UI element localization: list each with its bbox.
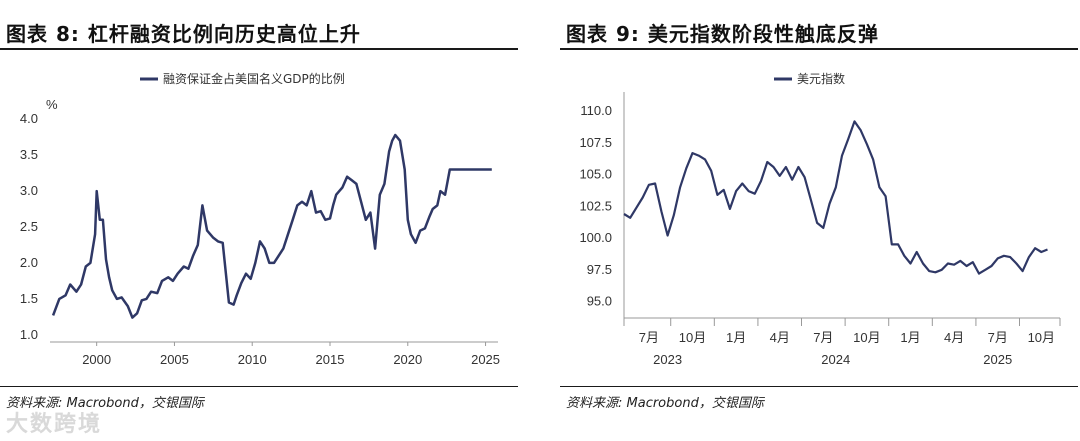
right-x-month-tick: 1月: [900, 330, 920, 345]
right-y-tick: 102.5: [579, 198, 612, 213]
left-y-tick: 1.5: [20, 291, 38, 306]
left-legend-label: 融资保证金占美国名义GDP的比例: [163, 71, 345, 86]
right-x-month-tick: 4月: [944, 330, 964, 345]
right-x-month-tick: 4月: [770, 330, 790, 345]
left-y-tick: 1.0: [20, 327, 38, 342]
right-x-month-tick: 10月: [679, 330, 706, 345]
left-chart: 融资保证金占美国名义GDP的比例% 1.0 1.5 2.0 2.5 3.0 3.5 4.0 20…: [20, 71, 500, 367]
left-x-tick: 2015: [316, 352, 345, 367]
right-y-tick: 110.0: [580, 103, 612, 118]
left-y-tick: 2.5: [20, 219, 38, 234]
right-x-month-tick: 7月: [813, 330, 833, 345]
left-x-tick: 2010: [238, 352, 267, 367]
left-title-rule: [0, 48, 518, 50]
left-y-tick: 2.0: [20, 255, 38, 270]
left-source: 资料来源: Macrobond，交银国际: [6, 396, 204, 411]
right-x-year-tick: 2023: [653, 352, 682, 367]
left-x-tick: 2020: [393, 352, 422, 367]
right-x-month-tick: 10月: [853, 330, 880, 345]
right-y-tick: 97.5: [587, 262, 612, 277]
left-y-tick: 3.0: [20, 183, 38, 198]
right-title-rule: [560, 48, 1078, 50]
right-x-month-tick: 1月: [726, 330, 746, 345]
left-x-tick: 2000: [82, 352, 111, 367]
left-y-tick: 3.5: [20, 147, 38, 162]
right-x-month-tick: 7月: [639, 330, 659, 345]
right-x-year-tick: 2025: [983, 352, 1012, 367]
right-x-year-tick: 2024: [821, 352, 850, 367]
right-y-tick: 95.0: [587, 294, 612, 309]
left-y-unit: %: [46, 97, 58, 112]
right-source: 资料来源: Macrobond，交银国际: [566, 396, 764, 411]
left-x-tick: 2025: [471, 352, 500, 367]
right-chart-title: 图表 9: 美元指数阶段性触底反弹: [566, 22, 879, 46]
right-chart: 美元指数 95.0 97.5 100.0 102.5 105.0 107.5 110.0 7月 1…: [579, 71, 1061, 367]
left-panel: 图表 8: 杠杆融资比例向历史高位上升 融资保证金占美国名义GDP的比例% 1.0…: [0, 0, 520, 441]
left-x-tick: 2005: [160, 352, 189, 367]
watermark: 大数跨境: [6, 412, 103, 437]
left-series-line: [51, 133, 492, 319]
right-legend-label: 美元指数: [797, 71, 845, 86]
right-y-tick: 105.0: [579, 167, 612, 182]
right-panel: 图表 9: 美元指数阶段性触底反弹 美元指数 95.0 97.5 100.0 102.5…: [560, 0, 1080, 441]
right-bottom-rule: [560, 386, 1078, 387]
right-x-month-tick: 10月: [1028, 330, 1055, 345]
right-y-tick: 100.0: [579, 230, 612, 245]
right-x-month-tick: 7月: [988, 330, 1008, 345]
right-series-line: [623, 120, 1048, 275]
right-y-tick: 107.5: [579, 135, 612, 150]
left-chart-title: 图表 8: 杠杆融资比例向历史高位上升: [6, 22, 361, 46]
left-y-tick: 4.0: [20, 111, 38, 126]
left-bottom-rule: [0, 386, 518, 387]
